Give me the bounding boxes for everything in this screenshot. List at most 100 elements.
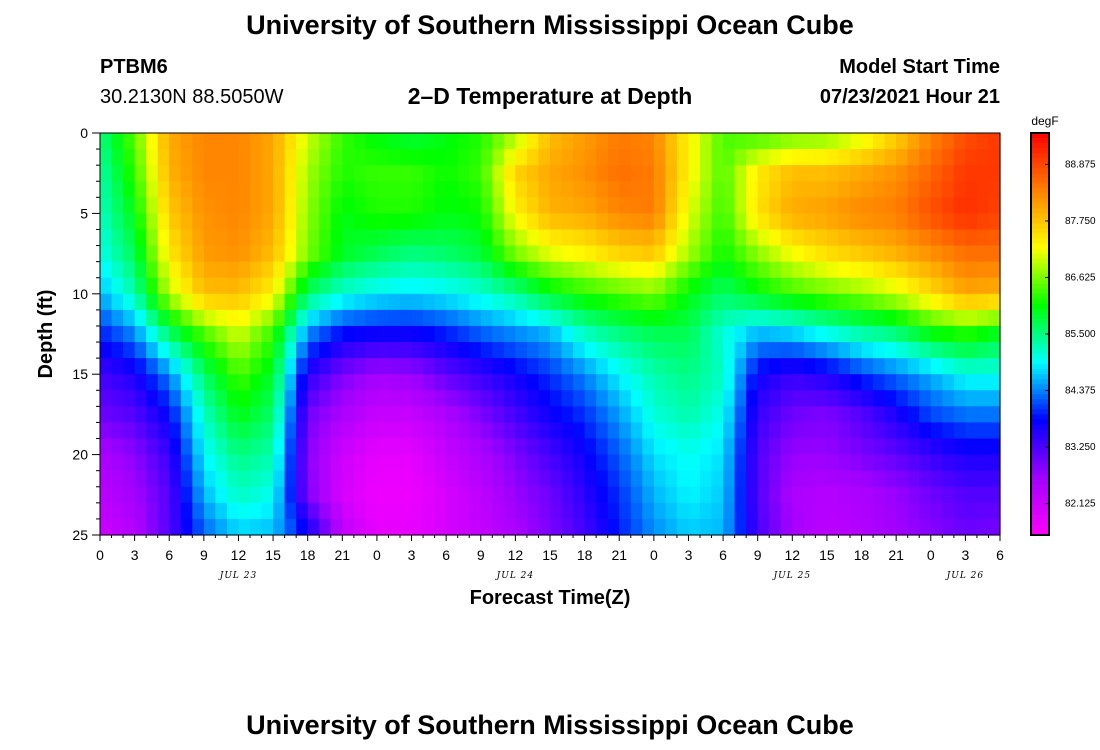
heatmap-cell bbox=[630, 438, 643, 456]
heatmap-cell bbox=[307, 390, 320, 407]
heatmap-cell bbox=[457, 293, 470, 311]
heatmap-cell bbox=[826, 486, 840, 504]
heatmap-cell bbox=[573, 438, 586, 456]
heatmap-cell bbox=[526, 149, 540, 166]
heatmap-cell bbox=[157, 293, 170, 311]
heatmap-cell bbox=[630, 213, 643, 231]
heatmap-cell bbox=[988, 149, 1001, 166]
heatmap-cell bbox=[896, 229, 909, 247]
heatmap-cell bbox=[573, 277, 586, 295]
heatmap-cell bbox=[907, 518, 920, 536]
heatmap-cell bbox=[711, 454, 724, 472]
heatmap-cell bbox=[607, 325, 620, 343]
heatmap-cell bbox=[561, 181, 574, 198]
heatmap-cell bbox=[434, 454, 447, 472]
heatmap-cell bbox=[134, 358, 147, 375]
heatmap-cell bbox=[584, 325, 597, 343]
heatmap-cell bbox=[815, 390, 828, 407]
heatmap-cell bbox=[734, 245, 747, 263]
heatmap-cell bbox=[700, 374, 713, 391]
heatmap-cell bbox=[469, 342, 482, 359]
heatmap-cell bbox=[226, 406, 240, 424]
heatmap-cell bbox=[192, 261, 205, 279]
heatmap-cell bbox=[723, 293, 736, 311]
heatmap-cell bbox=[930, 325, 943, 343]
heatmap-cell bbox=[526, 325, 540, 343]
heatmap-cell bbox=[203, 277, 216, 295]
heatmap-cell bbox=[134, 502, 147, 520]
heatmap-cell bbox=[192, 470, 205, 488]
heatmap-cell bbox=[619, 293, 632, 311]
colorbar-tick-label: 84.375 bbox=[1065, 386, 1096, 397]
heatmap-cell bbox=[942, 358, 955, 375]
heatmap-cell bbox=[226, 486, 240, 504]
heatmap-cell bbox=[134, 518, 147, 536]
heatmap-cell bbox=[861, 342, 874, 359]
heatmap-cell bbox=[607, 229, 620, 247]
heatmap-cell bbox=[953, 454, 966, 472]
heatmap-cell bbox=[861, 502, 874, 520]
heatmap-cell bbox=[238, 293, 251, 311]
heatmap-cell bbox=[319, 277, 332, 295]
heatmap-cell bbox=[538, 293, 551, 311]
heatmap-cell bbox=[296, 374, 309, 391]
heatmap-cell bbox=[434, 277, 447, 295]
heatmap-cell bbox=[226, 325, 240, 343]
heatmap-cell bbox=[769, 149, 782, 166]
heatmap-cell bbox=[596, 502, 609, 520]
heatmap-cell bbox=[873, 502, 886, 520]
heatmap-cell bbox=[746, 293, 759, 311]
heatmap-cell bbox=[180, 133, 193, 150]
heatmap-cell bbox=[111, 470, 124, 488]
heatmap-cell bbox=[469, 406, 482, 424]
heatmap-cell bbox=[365, 325, 378, 343]
heatmap-cell bbox=[446, 181, 459, 198]
heatmap-cell bbox=[965, 229, 978, 247]
heatmap-cell bbox=[676, 325, 690, 343]
heatmap-cell bbox=[100, 229, 113, 247]
heatmap-cell bbox=[838, 518, 851, 536]
heatmap-cell bbox=[134, 277, 147, 295]
heatmap-cell bbox=[896, 181, 909, 198]
heatmap-cell bbox=[573, 422, 586, 440]
heatmap-cell bbox=[896, 325, 909, 343]
heatmap-cell bbox=[376, 261, 390, 279]
heatmap-cell bbox=[203, 438, 216, 456]
heatmap-cell bbox=[734, 374, 747, 391]
heatmap-cell bbox=[838, 213, 851, 231]
heatmap-cell bbox=[250, 438, 263, 456]
heatmap-cell bbox=[873, 406, 886, 424]
heatmap-cell bbox=[873, 133, 886, 150]
heatmap-cell bbox=[480, 293, 493, 311]
heatmap-cell bbox=[434, 133, 447, 150]
heatmap-cell bbox=[100, 470, 113, 488]
heatmap-cell bbox=[688, 502, 701, 520]
heatmap-cell bbox=[215, 293, 228, 311]
heatmap-cell bbox=[607, 406, 620, 424]
heatmap-cell bbox=[619, 374, 632, 391]
heatmap-cell bbox=[492, 438, 505, 456]
heatmap-cell bbox=[769, 261, 782, 279]
heatmap-cell bbox=[423, 181, 436, 198]
heatmap-cell bbox=[826, 374, 840, 391]
heatmap-cell bbox=[907, 245, 920, 263]
heatmap-cell bbox=[665, 454, 678, 472]
heatmap-cell bbox=[665, 374, 678, 391]
heatmap-cell bbox=[284, 229, 297, 247]
heatmap-cell bbox=[826, 454, 840, 472]
heatmap-cell bbox=[550, 133, 563, 150]
heatmap-cell bbox=[561, 358, 574, 375]
heatmap-cell bbox=[688, 245, 701, 263]
heatmap-cell bbox=[584, 374, 597, 391]
heatmap-cell bbox=[192, 181, 205, 198]
heatmap-cell bbox=[503, 309, 516, 327]
heatmap-cell bbox=[676, 293, 690, 311]
heatmap-cell bbox=[111, 309, 124, 327]
heatmap-cell bbox=[457, 390, 470, 407]
heatmap-cell bbox=[815, 374, 828, 391]
heatmap-cell bbox=[561, 293, 574, 311]
heatmap-cell bbox=[134, 149, 147, 166]
heatmap-cell bbox=[665, 309, 678, 327]
heatmap-cell bbox=[215, 342, 228, 359]
x-date-label: JUL 25 bbox=[772, 571, 811, 581]
